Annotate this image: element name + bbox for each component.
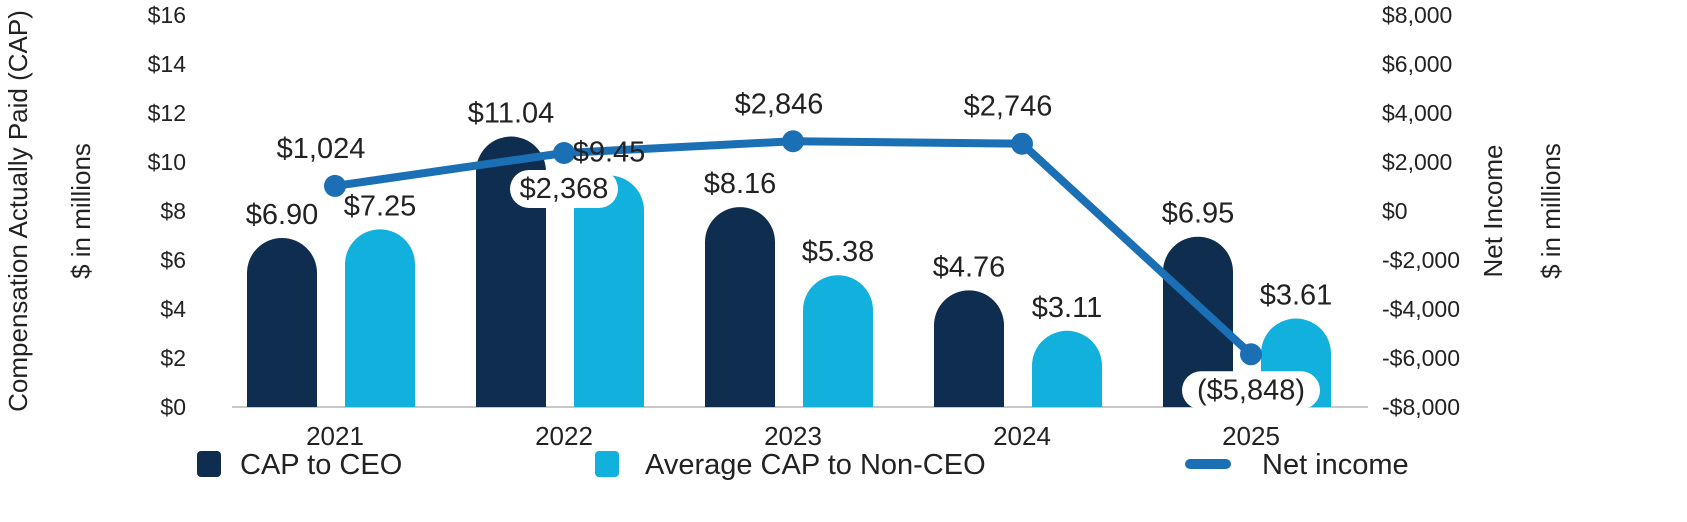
net-income-label-bg-2022 — [510, 169, 618, 208]
x-tick-label-2022: 2022 — [535, 421, 593, 451]
right-axis-subtitle: $ in millions — [1536, 143, 1566, 279]
net-income-line-series: $1,024 $2,368 $2,846 $2,746 ($5,848) — [277, 88, 1320, 410]
bar-label-average-cap-to-non-ceo-2023: $5.38 — [802, 236, 875, 268]
bar-label-average-cap-to-non-ceo-2025: $3.61 — [1260, 280, 1333, 312]
right-tick-label: $0 — [1382, 198, 1408, 224]
net-income-line — [331, 137, 1255, 359]
right-axis-title: Net Income — [1478, 145, 1508, 278]
bar-label-average-cap-to-non-ceo-2024: $3.11 — [1032, 292, 1102, 324]
net-income-label-2025: ($5,848) — [1197, 374, 1305, 406]
bar-label-average-cap-to-non-ceo-2022: $9.45 — [573, 136, 646, 168]
left-tick-label: $14 — [148, 51, 187, 77]
net-income-point-2023 — [782, 130, 804, 153]
bar-cap-to-ceo-2024 — [934, 290, 1004, 407]
bar-label-cap-to-ceo-2023: $8.16 — [704, 168, 777, 200]
right-tick-label: $4,000 — [1382, 100, 1452, 126]
bar-average-cap-to-non-ceo-2023 — [803, 275, 873, 407]
x-tick-label-2024: 2024 — [993, 421, 1051, 451]
right-tick-label: $8,000 — [1382, 2, 1452, 28]
x-tick-label-2023: 2023 — [764, 421, 822, 451]
bar-data-labels: $6.90 $11.04 $8.16 $4.76 $6.95 $7.25 $9.45 $5.3… — [246, 98, 1333, 324]
net-income-label-2021: $1,024 — [277, 133, 366, 165]
legend-label-average-cap-to-non-ceo: Average CAP to Non-CEO — [645, 449, 986, 481]
x-axis-ticks: 2021 2022 2023 2024 2025 — [306, 421, 1280, 451]
left-tick-label: $16 — [148, 2, 186, 28]
right-tick-label: -$6,000 — [1382, 345, 1460, 371]
bar-label-cap-to-ceo-2024: $4.76 — [933, 251, 1006, 283]
bar-label-average-cap-to-non-ceo-2021: $7.25 — [344, 190, 417, 222]
legend-label-net-income: Net income — [1262, 449, 1409, 481]
bar-label-cap-to-ceo-2021: $6.90 — [246, 199, 319, 231]
x-tick-label-2021: 2021 — [306, 421, 364, 451]
left-axis-subtitle: $ in millions — [66, 143, 96, 279]
right-tick-label: $2,000 — [1382, 149, 1452, 175]
net-income-point-2022 — [553, 141, 575, 164]
net-income-label-2024: $2,746 — [964, 91, 1053, 123]
net-income-label-2023: $2,846 — [735, 88, 824, 120]
bar-average-cap-to-non-ceo-2021 — [345, 229, 415, 407]
left-tick-label: $10 — [148, 149, 186, 175]
net-income-label-bg-2025 — [1182, 371, 1320, 410]
bar-average-cap-to-non-ceo-2024 — [1032, 330, 1102, 407]
left-tick-label: $0 — [160, 394, 186, 420]
legend-label-cap-to-ceo: CAP to CEO — [240, 449, 402, 481]
bar-label-cap-to-ceo-2025: $6.95 — [1162, 198, 1235, 230]
left-tick-label: $4 — [160, 296, 186, 322]
net-income-label-2022: $2,368 — [520, 173, 609, 205]
legend: CAP to CEO Average CAP to Non-CEO Net in… — [197, 449, 1409, 481]
left-tick-label: $2 — [160, 345, 186, 371]
right-tick-label: $6,000 — [1382, 51, 1452, 77]
bar-cap-to-ceo-2025 — [1163, 236, 1233, 407]
bar-cap-to-ceo-2023 — [705, 207, 775, 407]
right-tick-label: -$4,000 — [1382, 296, 1460, 322]
right-axis-ticks: -$8,000 -$6,000 -$4,000 -$2,000 $0 $2,000 $4,0… — [1382, 2, 1460, 420]
legend-swatch-cap-to-ceo — [197, 451, 221, 477]
right-tick-label: -$8,000 — [1382, 394, 1460, 420]
right-axis-title-group: Net Income $ in millions — [1478, 143, 1566, 279]
net-income-point-2024 — [1011, 132, 1033, 155]
left-axis-title: Compensation Actually Paid (CAP) — [3, 10, 33, 412]
left-axis-ticks: $0 $2 $4 $6 $8 $10 $12 $14 $16 — [148, 2, 187, 420]
left-tick-label: $12 — [148, 100, 186, 126]
left-tick-label: $6 — [160, 247, 186, 273]
bar-average-cap-to-non-ceo-2022 — [574, 175, 644, 407]
right-tick-label: -$2,000 — [1382, 247, 1460, 273]
net-income-point-2021 — [324, 174, 346, 197]
left-tick-label: $8 — [160, 198, 186, 224]
left-axis-title-group: Compensation Actually Paid (CAP) $ in mi… — [3, 10, 96, 412]
x-tick-label-2025: 2025 — [1222, 421, 1280, 451]
bar-cap-to-ceo-2021 — [247, 237, 317, 407]
net-income-point-2025 — [1240, 343, 1262, 366]
legend-swatch-average-cap-to-non-ceo — [595, 451, 619, 477]
bar-label-cap-to-ceo-2022: $11.04 — [468, 98, 555, 130]
